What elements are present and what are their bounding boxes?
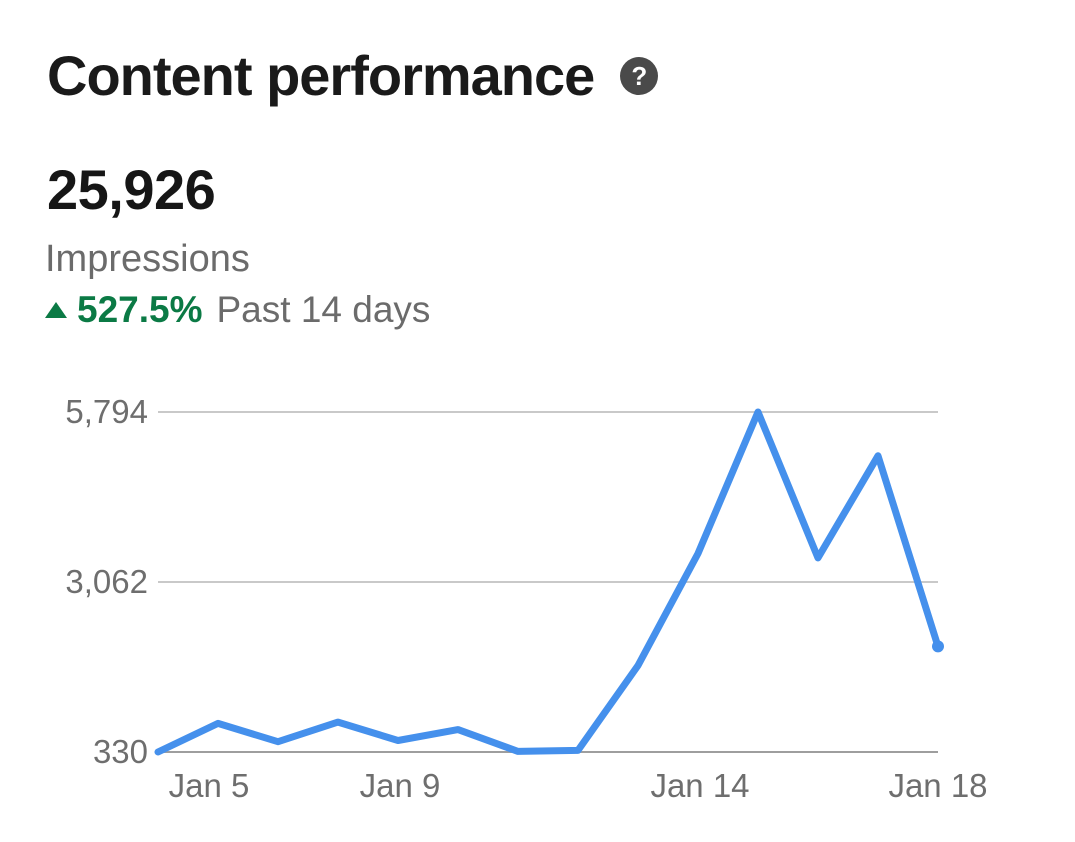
x-tick-jan14: Jan 14 [650,767,749,804]
x-tick-jan18: Jan 18 [888,767,987,804]
line-end-dot [932,640,944,653]
y-tick-5794: 5,794 [65,393,148,430]
trend-period-label: Past 14 days [216,289,431,330]
help-icon[interactable]: ? [620,57,659,95]
impressions-total-value: 25,926 [47,158,216,221]
question-mark-glyph: ? [631,61,648,91]
trend-summary: 527.5% Past 14 days [45,291,430,328]
trend-up-icon [45,301,67,318]
page-title: Content performance [47,44,595,107]
card-header: Content performance ? [47,44,659,107]
impressions-line[interactable] [154,408,942,756]
x-tick-jan5: Jan 5 [169,767,250,804]
y-tick-3062: 3,062 [65,563,148,600]
y-tick-330: 330 [93,733,148,770]
trend-percent: 527.5% [77,289,203,330]
impressions-metric-label: Impressions [45,238,250,280]
x-tick-jan9: Jan 9 [360,767,441,804]
